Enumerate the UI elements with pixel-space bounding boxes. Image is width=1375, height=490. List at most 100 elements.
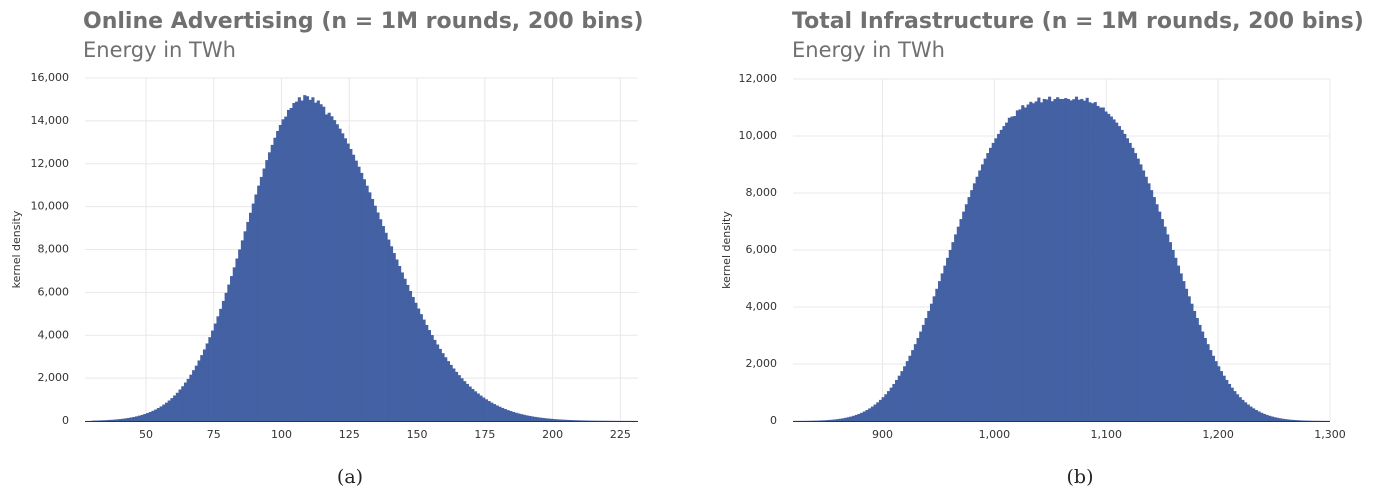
bar	[1142, 170, 1146, 421]
bar	[121, 418, 125, 421]
bar	[286, 109, 291, 421]
bar	[411, 296, 415, 421]
bar	[398, 266, 402, 421]
bar	[1190, 303, 1194, 421]
bar	[999, 129, 1003, 421]
bar	[335, 124, 339, 421]
bar	[838, 418, 842, 421]
bar	[357, 166, 361, 421]
bar	[265, 160, 269, 422]
bar	[251, 203, 255, 421]
bar	[846, 417, 850, 421]
bar	[541, 417, 545, 421]
bar	[186, 378, 190, 421]
bar	[1066, 99, 1070, 421]
bar	[476, 393, 480, 421]
bar	[468, 386, 472, 421]
bar	[1222, 375, 1226, 421]
bar	[154, 409, 158, 421]
bar	[208, 337, 212, 421]
bar	[183, 382, 188, 421]
bar	[1287, 419, 1291, 421]
bar	[194, 365, 198, 421]
bar	[143, 414, 147, 421]
bar	[395, 259, 399, 421]
x-tick-label: 225	[610, 428, 631, 441]
bar	[167, 400, 171, 421]
bar	[897, 375, 901, 421]
chart-subtitle: Energy in TWh	[83, 38, 236, 62]
bar	[1018, 109, 1022, 422]
bar	[878, 399, 883, 421]
bar	[129, 417, 133, 421]
bar	[102, 420, 106, 421]
chart-title: Total Infrastructure (n = 1M rounds, 200…	[792, 9, 1364, 34]
bar	[227, 284, 231, 421]
bar	[417, 308, 421, 421]
bar	[436, 344, 440, 421]
bar	[940, 273, 944, 421]
bar	[1080, 98, 1084, 421]
y-tick-label: 10,000	[739, 129, 778, 142]
bar	[964, 204, 968, 421]
bar	[1005, 122, 1009, 421]
bar	[322, 106, 326, 422]
bar	[892, 383, 896, 421]
bar	[1168, 242, 1172, 421]
bar	[1160, 219, 1164, 421]
bar	[224, 292, 228, 421]
bar	[989, 147, 993, 421]
bar	[975, 176, 979, 421]
bar	[1219, 371, 1223, 421]
x-tick-label: 1,100	[1091, 428, 1123, 441]
bar	[145, 413, 150, 421]
bar	[479, 395, 483, 421]
bar	[1171, 249, 1175, 421]
x-tick-label: 100	[271, 428, 292, 441]
bar	[343, 138, 347, 421]
bar	[1268, 415, 1272, 421]
bar	[1252, 408, 1256, 421]
bar	[954, 234, 958, 421]
bar	[473, 391, 478, 421]
bar	[352, 154, 356, 422]
bar	[230, 276, 234, 421]
bar	[305, 96, 310, 422]
bar	[278, 124, 282, 422]
x-tick-label: 1,000	[979, 428, 1011, 441]
bar	[967, 197, 971, 421]
y-tick-label: 4,000	[38, 328, 70, 341]
bar	[501, 407, 505, 421]
bar	[552, 419, 556, 421]
bar	[132, 416, 136, 421]
bar	[221, 300, 226, 421]
bar	[238, 249, 242, 421]
x-tick-label: 200	[542, 428, 563, 441]
bar	[1209, 350, 1213, 421]
bar	[379, 219, 383, 421]
bar	[197, 360, 201, 421]
bar	[452, 368, 456, 421]
bar	[862, 411, 866, 421]
bar	[509, 411, 513, 421]
bar	[127, 417, 131, 421]
bar	[360, 172, 364, 421]
bar	[1053, 99, 1057, 421]
bar	[490, 402, 494, 421]
bar	[533, 416, 537, 421]
bar	[1300, 420, 1304, 421]
bar	[1112, 119, 1116, 422]
bar	[825, 420, 829, 421]
bar	[427, 330, 432, 421]
bar	[1262, 413, 1266, 421]
bar	[376, 212, 380, 421]
bar	[1069, 100, 1073, 421]
bar	[1031, 103, 1036, 421]
bar	[959, 219, 963, 421]
bar	[1077, 99, 1081, 422]
y-tick-label: 2,000	[38, 371, 70, 384]
bar	[819, 420, 823, 421]
y-tick-label: 12,000	[739, 72, 778, 85]
bar	[116, 419, 120, 421]
bar	[1193, 310, 1197, 421]
